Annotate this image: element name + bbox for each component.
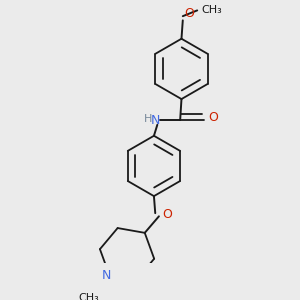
Text: CH₃: CH₃ (201, 4, 222, 15)
Text: N: N (151, 114, 160, 127)
Text: N: N (101, 269, 111, 282)
Text: O: O (208, 111, 218, 124)
Text: O: O (162, 208, 172, 221)
Text: CH₃: CH₃ (78, 293, 99, 300)
Text: O: O (184, 7, 194, 20)
Text: H: H (144, 114, 152, 124)
